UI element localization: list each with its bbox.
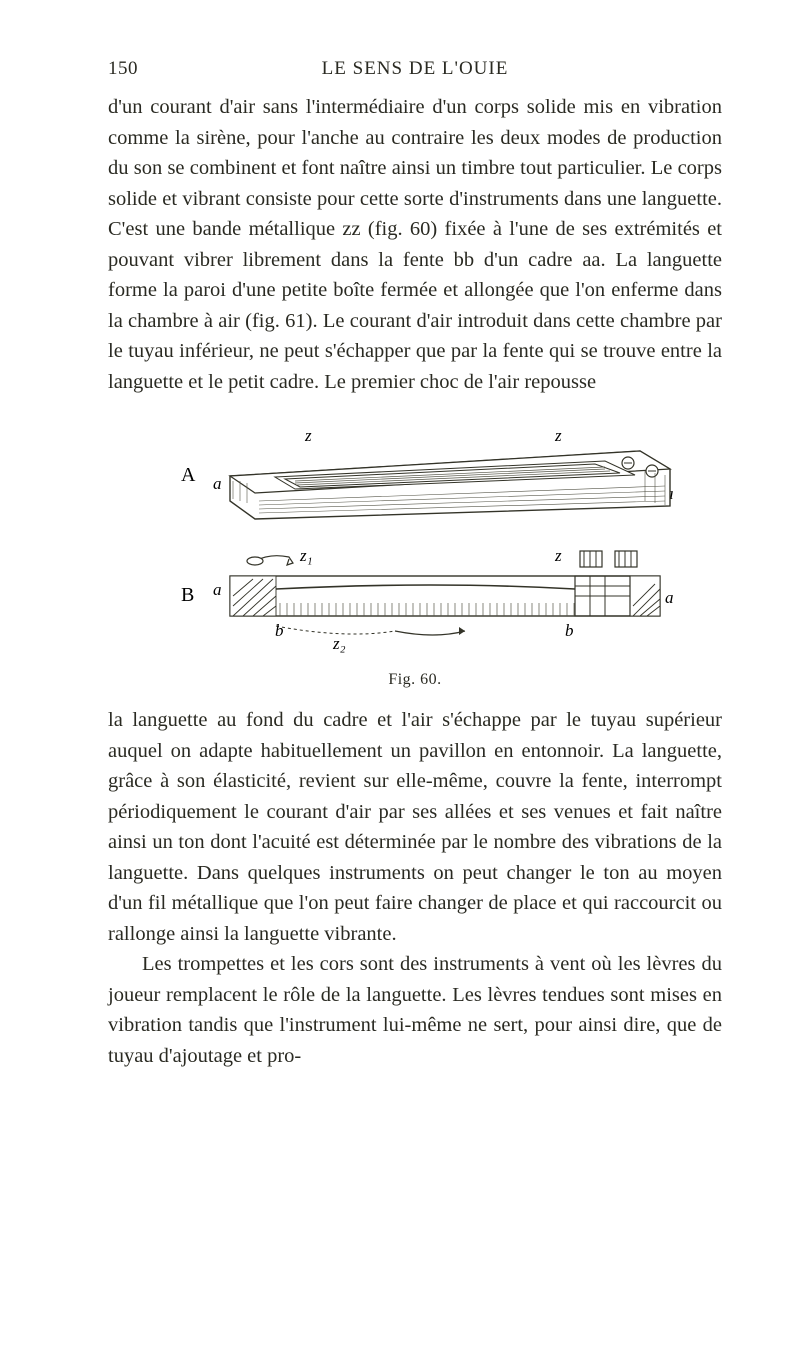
body-text-2: la languette au fond du cadre et l'air s… — [108, 705, 722, 1071]
label-a-left: a — [213, 474, 222, 493]
label-B: B — [181, 584, 194, 606]
page: 150 LE SENS DE L'OUIE d'un courant d'air… — [0, 0, 800, 1363]
body-text: d'un courant d'air sans l'intermédiaire … — [108, 92, 722, 397]
label-z-right: z — [554, 546, 562, 565]
label-z-top-right: z — [554, 426, 562, 445]
label-z1: z₁ — [299, 546, 313, 565]
label-aB-left: a — [213, 580, 222, 599]
page-number: 150 — [108, 58, 168, 80]
paragraph-3: Les trompettes et les cors sont des inst… — [108, 949, 722, 1071]
label-b-left: b — [275, 621, 284, 640]
figure-caption: Fig. 60. — [388, 671, 441, 689]
figure-60-svg: z z A a a — [135, 421, 695, 661]
figure-B-group: z₁ z B a a — [181, 546, 674, 653]
paragraph-1: d'un courant d'air sans l'intermédiaire … — [108, 92, 722, 397]
label-A: A — [181, 464, 196, 486]
paragraph-2: la languette au fond du cadre et l'air s… — [108, 705, 722, 949]
label-z2: z₂ — [332, 634, 346, 653]
figure-60: z z A a a — [108, 421, 722, 689]
page-header: 150 LE SENS DE L'OUIE — [108, 58, 722, 80]
figure-A-group: z z A a a — [181, 426, 674, 519]
label-b-right: b — [565, 621, 574, 640]
label-aB-right: a — [665, 588, 674, 607]
running-title: LE SENS DE L'OUIE — [168, 58, 662, 80]
label-z-top-left: z — [304, 426, 312, 445]
